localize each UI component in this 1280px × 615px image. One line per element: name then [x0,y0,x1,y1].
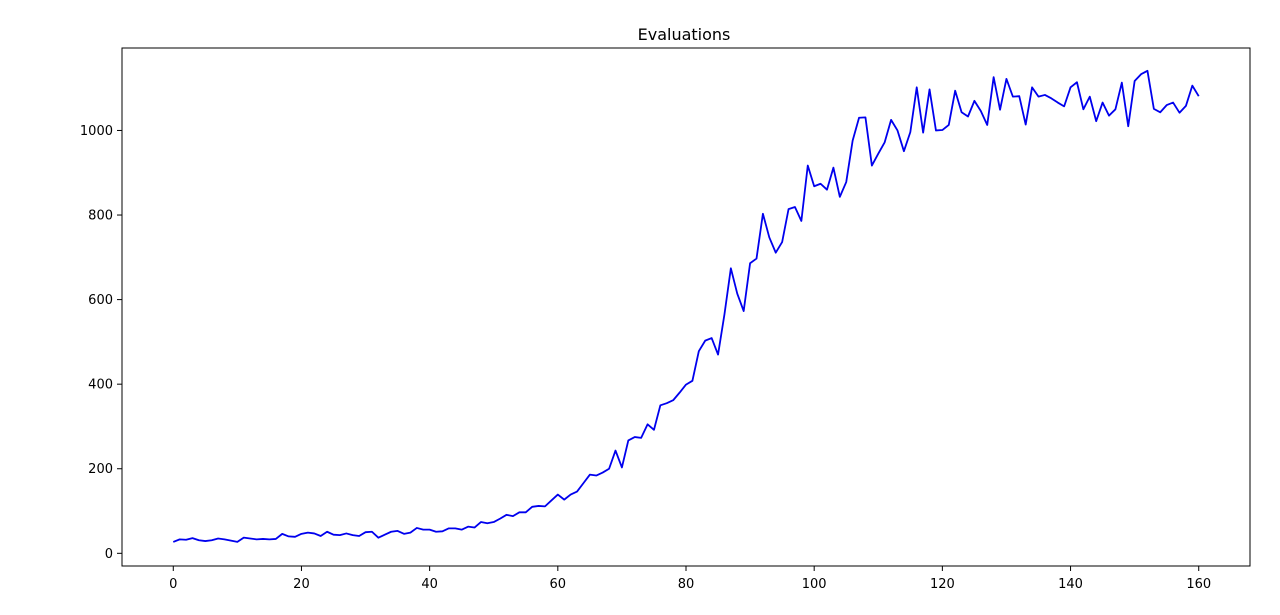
y-tick-label: 0 [105,547,113,562]
x-tick-label: 40 [421,577,438,592]
y-tick-label: 200 [88,462,113,477]
y-tick-label: 600 [88,293,113,308]
y-axis: 0 200 400 600 800 1000 [80,124,122,562]
x-tick-label: 0 [169,577,177,592]
plot-series [172,69,1200,543]
x-tick-label: 100 [802,577,827,592]
x-tick-label: 20 [293,577,310,592]
y-tick-label: 1000 [80,124,113,139]
x-tick-label: 140 [1058,577,1083,592]
x-tick-label: 160 [1186,577,1211,592]
chart-title: Evaluations [638,25,731,44]
x-tick-label: 80 [678,577,695,592]
y-tick-label: 400 [88,378,113,393]
x-axis: 0 20 40 60 80 100 120 140 160 [169,566,1211,592]
plot-frame [121,47,1251,567]
series-line [172,69,1200,543]
y-tick-label: 800 [88,209,113,224]
x-tick-label: 120 [930,577,955,592]
x-tick-label: 60 [550,577,567,592]
